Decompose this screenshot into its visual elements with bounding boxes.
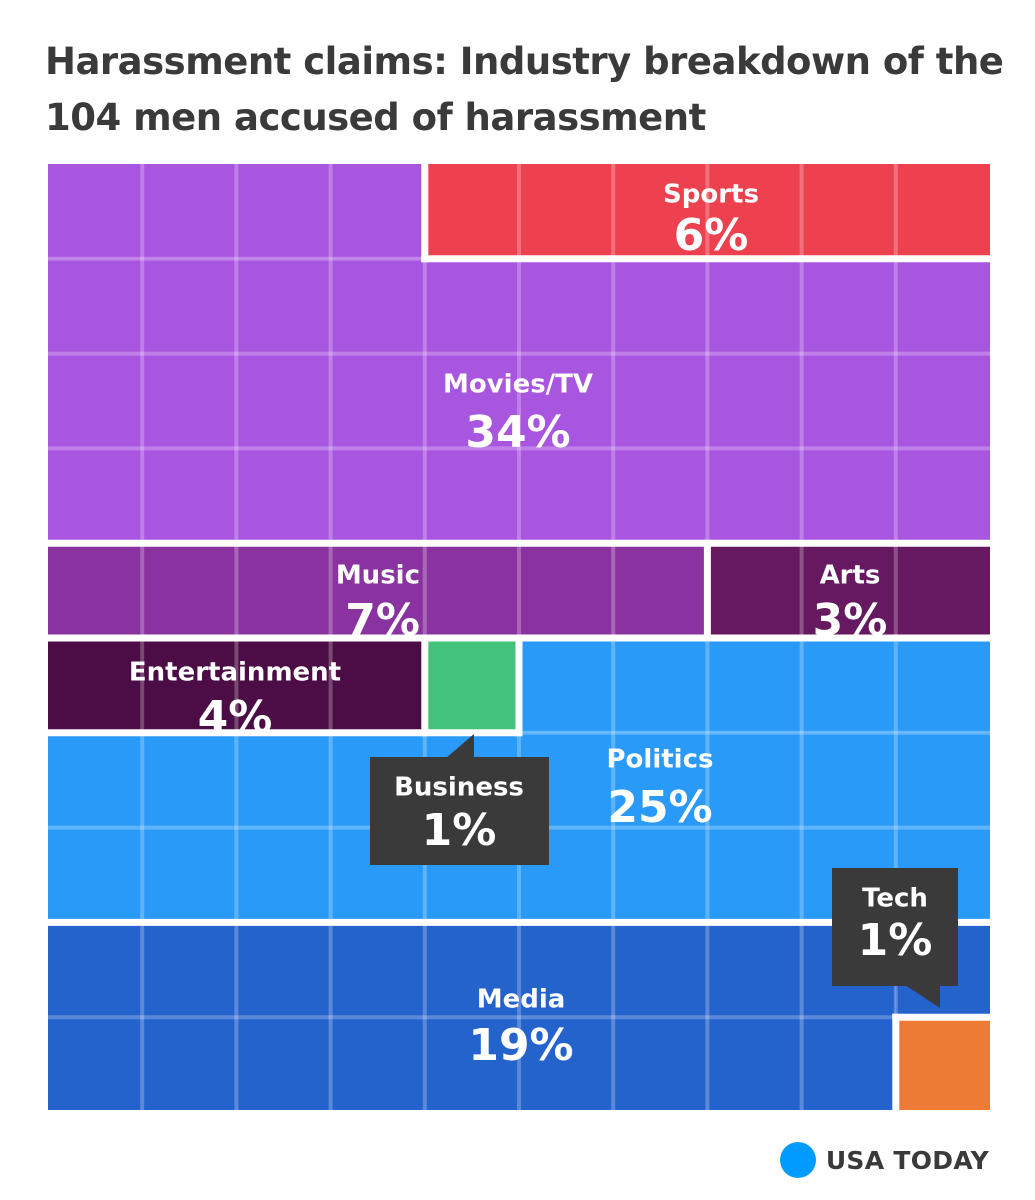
- label-movies-tv-name: Movies/TV: [443, 370, 593, 400]
- block-movies-tv: [48, 164, 425, 259]
- callout-business-box: [370, 757, 549, 865]
- label-movies-tv-percent: 34%: [465, 407, 570, 458]
- label-sports-name: Sports: [663, 180, 759, 210]
- category-blocks: [48, 164, 990, 1110]
- chart-title: Harassment claims: Industry breakdown of…: [45, 40, 1004, 139]
- block-entertainment: [48, 638, 425, 733]
- label-arts-percent: 3%: [813, 595, 888, 646]
- label-media-percent: 19%: [468, 1020, 573, 1071]
- block-media: [48, 922, 896, 1110]
- callout-business-percent: 1%: [422, 805, 497, 856]
- label-entertainment-name: Entertainment: [129, 658, 341, 688]
- label-entertainment-percent: 4%: [198, 692, 273, 743]
- label-politics-percent: 25%: [607, 782, 712, 833]
- label-arts-name: Arts: [820, 561, 881, 591]
- label-sports-percent: 6%: [674, 210, 749, 261]
- callout-tech-name: Tech: [862, 884, 928, 914]
- block-arts: [707, 543, 990, 638]
- block-politics: [519, 638, 990, 733]
- label-music-name: Music: [336, 561, 420, 591]
- brand-dot-icon: [779, 1142, 816, 1178]
- block-sports: [424, 164, 990, 259]
- block-music: [48, 543, 708, 638]
- callout-tech-percent: 1%: [858, 915, 933, 966]
- block-tech: [895, 1017, 990, 1110]
- block-movies-tv-2: [48, 258, 990, 544]
- label-media-name: Media: [477, 985, 566, 1015]
- label-music-percent: 7%: [345, 595, 420, 646]
- callout-business-pointer: [446, 734, 474, 758]
- block-business: [424, 638, 519, 733]
- callout-business-name: Business: [394, 773, 524, 803]
- callout-tech-box: [832, 868, 958, 986]
- callout-tech-pointer: [905, 985, 940, 1008]
- brand-name: USA TODAY: [825, 1145, 989, 1175]
- label-politics-name: Politics: [607, 745, 714, 775]
- brand-logo: USA TODAY: [779, 1142, 989, 1178]
